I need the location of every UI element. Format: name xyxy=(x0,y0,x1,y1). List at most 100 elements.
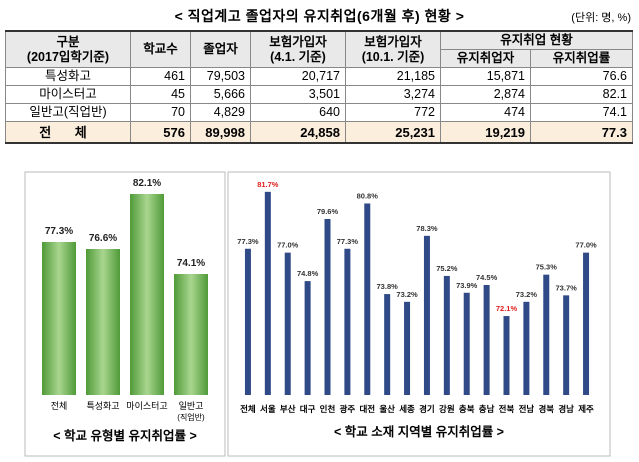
table-cell: 45 xyxy=(130,85,191,104)
x-tick-label: 전북 xyxy=(499,404,515,414)
bar xyxy=(244,248,251,395)
x-tick-label: 마이스터고 xyxy=(126,401,167,411)
value-label: 72.1% xyxy=(496,304,518,313)
table-cell: 일반고(직업반) xyxy=(5,103,131,122)
bar xyxy=(264,191,271,395)
value-label: 74.5% xyxy=(476,273,498,282)
x-tick-label: 울산 xyxy=(379,404,395,414)
table-row: 일반고(직업반) 70 4,829 640 772 474 74.1 xyxy=(5,103,634,122)
x-tick-label: 대구 xyxy=(300,404,316,414)
table-cell: 4,829 xyxy=(190,103,251,122)
chart-title: < 학교 소재 지역별 유지취업률 > xyxy=(334,424,504,439)
header-text: (10.1. 기준) xyxy=(361,49,425,64)
bar xyxy=(324,219,331,395)
value-label: 73.2% xyxy=(396,290,418,299)
bar xyxy=(304,281,311,395)
x-tick-label: 충북 xyxy=(459,404,475,414)
value-label: 78.3% xyxy=(416,224,438,233)
table-cell: 20,717 xyxy=(250,67,346,86)
header-group: 유지취업 현황 xyxy=(439,30,634,50)
table-cell: 70 xyxy=(130,103,191,122)
bar xyxy=(463,292,470,395)
value-label: 74.1% xyxy=(177,258,205,269)
value-label: 73.8% xyxy=(377,282,399,291)
x-tick-label: 전체 xyxy=(51,401,68,411)
header-row: 유지취업자 유지취업률 xyxy=(6,49,634,68)
title: < 직업계고 졸업자의 유지취업(6개월 후) 현황 > xyxy=(174,8,465,24)
value-label: 77.0% xyxy=(575,241,597,250)
header-text: 보험가입자 xyxy=(269,34,327,49)
x-tick-label: 특성화고 xyxy=(86,401,119,411)
bar xyxy=(523,301,530,395)
value-label: 73.2% xyxy=(516,290,538,299)
bar xyxy=(364,203,371,395)
value-label: 75.2% xyxy=(436,264,458,273)
value-label: 77.3% xyxy=(45,226,73,237)
bar xyxy=(423,235,430,395)
table-cell: 3,274 xyxy=(345,85,441,104)
table-body: 특성화고 461 79,503 20,717 21,185 15,871 76.6 마이스터고… xyxy=(5,67,634,144)
total-cell: 77.3 xyxy=(529,121,634,144)
total-row: 전 체 576 89,998 24,858 25,231 19,219 77.3 xyxy=(5,121,634,144)
bar xyxy=(483,285,490,395)
total-cell: 19,219 xyxy=(440,121,531,144)
bar xyxy=(384,294,391,395)
bar xyxy=(563,295,570,395)
value-label: 74.8% xyxy=(297,269,319,278)
value-label: 82.1% xyxy=(133,178,161,189)
bar xyxy=(130,194,164,395)
chart-title: < 학교 유형별 유지취업률 > xyxy=(53,428,197,443)
header-cell: 구분 (2017입학기준) xyxy=(5,30,131,68)
unit: (단위: 명, %) xyxy=(571,12,631,24)
panel-frame xyxy=(227,171,611,457)
value-label: 79.6% xyxy=(317,207,339,216)
table-head: 구분 (2017입학기준) 학교수 졸업자 보험가입자 (4.1. 기준) 보험가입자 (10… xyxy=(5,30,634,68)
bar xyxy=(174,274,208,395)
bar xyxy=(503,316,510,395)
x-tick-label: 제주 xyxy=(578,404,594,414)
x-tick-label: 충남 xyxy=(479,404,495,414)
bar xyxy=(443,275,450,395)
value-label: 75.3% xyxy=(536,263,558,272)
table-cell: 772 xyxy=(345,103,441,122)
x-tick-label: 전체 xyxy=(240,404,256,414)
bar xyxy=(583,252,590,395)
table-cell: 74.1 xyxy=(529,103,634,122)
panel-frame xyxy=(24,171,226,457)
value-label: 77.3% xyxy=(337,237,359,246)
value-label: 80.8% xyxy=(357,191,379,200)
header-cell: 유지취업자 xyxy=(440,49,531,68)
header-text: (2017입학기준) xyxy=(26,49,110,64)
x-tick-label: 일반고 (직업반) xyxy=(177,401,205,422)
header-text: 구분 xyxy=(56,34,80,49)
bar xyxy=(404,301,411,395)
total-cell: 89,998 xyxy=(190,121,251,144)
bar xyxy=(284,252,291,395)
x-tick-label: 인천 xyxy=(320,404,336,414)
bar xyxy=(344,248,351,395)
value-label: 76.6% xyxy=(89,233,117,244)
value-label: 77.3% xyxy=(237,237,259,246)
total-cell: 전 체 xyxy=(5,121,131,144)
header-text: 졸업자 xyxy=(203,42,238,56)
x-tick-label: 강원 xyxy=(439,404,455,414)
total-cell: 24,858 xyxy=(250,121,346,144)
header-text: (4.1. 기준) xyxy=(270,49,326,64)
header-cell: 보험가입자 (10.1. 기준) xyxy=(345,30,441,68)
bar xyxy=(86,249,120,395)
bar xyxy=(42,242,76,395)
value-label: 73.9% xyxy=(456,281,478,290)
header-cell: 보험가입자 (4.1. 기준) xyxy=(250,30,346,68)
x-tick-label: 서울 xyxy=(260,404,276,414)
x-tick-label: 경기 xyxy=(419,404,435,414)
header-text: 보험가입자 xyxy=(364,34,422,49)
total-cell: 576 xyxy=(130,121,191,144)
x-tick-label: 세종 xyxy=(399,404,415,414)
table-cell: 640 xyxy=(250,103,346,122)
header-cell: 유지취업률 xyxy=(529,49,634,68)
x-tick-label: 대전 xyxy=(359,404,375,414)
x-tick-label: 경북 xyxy=(538,404,554,414)
x-tick-label: 경남 xyxy=(558,404,574,414)
